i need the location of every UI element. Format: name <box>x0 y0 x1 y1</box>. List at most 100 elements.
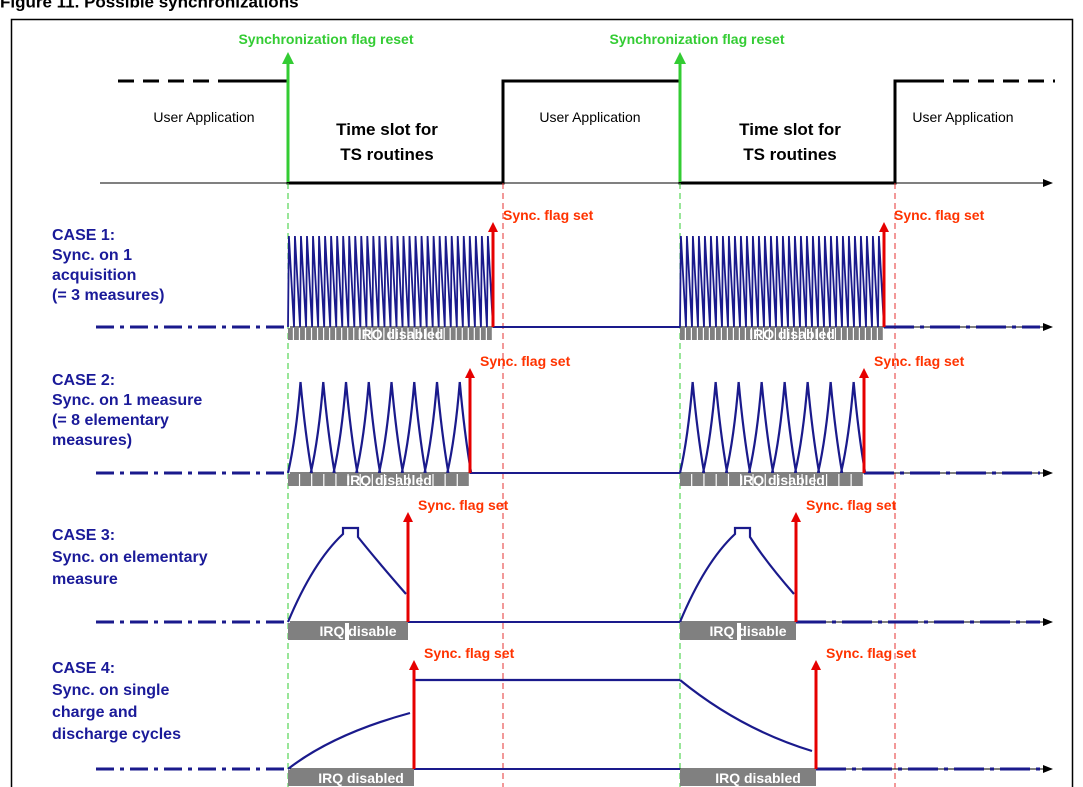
sync-set-label: Sync. flag set <box>418 497 509 513</box>
irq-segment <box>324 474 336 486</box>
irq-segment <box>288 328 293 340</box>
sync-set-label: Sync. flag set <box>503 207 594 223</box>
irq-segment <box>433 474 445 486</box>
irq-segment <box>372 474 384 486</box>
sync-set-arrowhead <box>811 660 821 670</box>
irq-segment <box>692 474 704 486</box>
irq-segment <box>300 474 312 486</box>
irq-segment <box>806 328 811 340</box>
irq-segment <box>378 328 384 340</box>
user-app-label-3: User Application <box>912 109 1013 125</box>
irq-segment <box>753 474 765 486</box>
irq-segment <box>814 474 826 486</box>
irq-label: IRQ disabled <box>749 326 835 342</box>
irq-segment <box>734 328 739 340</box>
case-3-label-line: CASE 3: <box>52 527 115 544</box>
sync-set-label: Sync. flag set <box>424 645 515 661</box>
irq-segment <box>790 474 802 486</box>
irq-segment <box>680 474 692 486</box>
case-1-label-line: Sync. on 1 <box>52 247 132 264</box>
irq-segment <box>848 328 853 340</box>
irq-segment <box>432 328 438 340</box>
case-4-label-line: Sync. on single <box>52 682 169 699</box>
top-waveform: Synchronization flag reset Synchronizati… <box>100 31 1055 187</box>
irq-label: IRQ disabled <box>346 472 432 488</box>
irq-segment <box>421 474 433 486</box>
sync-set-label: Sync. flag set <box>806 497 897 513</box>
measure-signal <box>286 381 473 474</box>
irq-segment <box>740 328 745 340</box>
case-1-label-line: acquisition <box>52 267 136 284</box>
irq-segment <box>741 474 753 486</box>
irq-label: IRQ disabled <box>318 770 404 786</box>
sync-set-label: Sync. flag set <box>480 353 571 369</box>
irq-segment <box>426 328 432 340</box>
irq-segment <box>824 328 829 340</box>
irq-segment <box>438 328 444 340</box>
irq-segment <box>457 474 469 486</box>
sync-set-arrowhead <box>465 368 475 378</box>
sync-set-label: Sync. flag set <box>874 353 965 369</box>
irq-segment <box>746 328 751 340</box>
irq-segment <box>486 328 492 340</box>
irq-segment <box>765 474 777 486</box>
irq-box <box>680 623 737 640</box>
irq-segment <box>830 328 835 340</box>
time-slot-label-2a: Time slot for <box>739 120 841 139</box>
irq-segment <box>396 328 402 340</box>
case-2-label-line: Sync. on 1 measure <box>52 392 202 409</box>
irq-segment <box>420 328 426 340</box>
irq-segment <box>716 328 721 340</box>
sync-set-arrowhead <box>488 222 498 232</box>
sync-set-arrowhead <box>791 512 801 522</box>
irq-segment <box>788 328 793 340</box>
measure-signal <box>678 381 867 474</box>
irq-segment <box>866 328 871 340</box>
case-3-label-line: Sync. on elementary <box>52 549 208 566</box>
figure-frame <box>10 18 1074 787</box>
irq-segment <box>385 474 396 486</box>
irq-segment <box>827 474 839 486</box>
case-4-label-line: discharge cycles <box>52 726 181 743</box>
irq-segment <box>752 328 757 340</box>
case-4-label-line: charge and <box>52 704 137 721</box>
irq-segment <box>288 474 299 486</box>
irq-segment <box>384 328 390 340</box>
figure-title: Figure 11. Possible synchronizations <box>0 0 299 11</box>
irq-label: IRQ disable <box>319 623 396 639</box>
irq-segment <box>839 474 851 486</box>
irq-segment <box>680 328 685 340</box>
irq-box <box>288 770 414 786</box>
irq-segment <box>729 474 741 486</box>
sync-set-arrowhead <box>403 512 413 522</box>
irq-segment <box>812 328 817 340</box>
irq-segment <box>312 474 324 486</box>
irq-segment <box>802 474 814 486</box>
irq-segment <box>778 474 790 486</box>
irq-segment <box>336 474 348 486</box>
irq-label: IRQ disabled <box>358 326 444 342</box>
irq-segment <box>348 474 360 486</box>
sync-set-arrowhead <box>879 222 889 232</box>
irq-segment <box>354 328 360 340</box>
irq-label: IRQ disabled <box>715 770 801 786</box>
irq-segment <box>710 328 715 340</box>
irq-segment <box>342 328 348 340</box>
case-3-label-line: measure <box>52 571 118 588</box>
time-slot-label-1b: TS routines <box>340 145 434 164</box>
case-1: CASE 1: Sync. on 1 acquisition (= 3 measure… <box>52 207 1053 342</box>
case-2-label-line: CASE 2: <box>52 372 115 389</box>
irq-segment <box>414 328 420 340</box>
irq-segment <box>318 328 323 340</box>
case-2: CASE 2: Sync. on 1 measure (= 8 elementary… <box>52 353 1053 488</box>
irq-segment <box>851 474 863 486</box>
irq-segment <box>776 328 781 340</box>
irq-segment <box>704 328 709 340</box>
irq-segment <box>872 328 877 340</box>
elementary-signal <box>286 526 407 623</box>
irq-segment <box>686 328 691 340</box>
case-1-label-line: CASE 1: <box>52 227 115 244</box>
irq-segment <box>704 474 716 486</box>
case-4: CASE 4: Sync. on single charge and discharg… <box>52 645 1053 786</box>
